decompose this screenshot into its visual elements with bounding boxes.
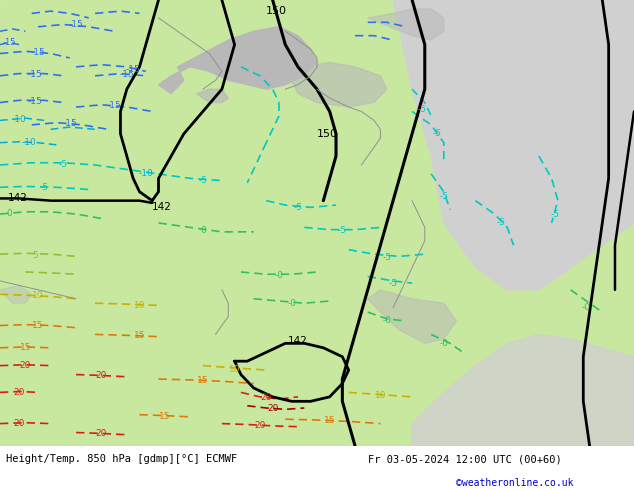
Text: 15: 15 bbox=[32, 321, 44, 330]
Text: -15: -15 bbox=[62, 120, 77, 128]
Text: -0: -0 bbox=[287, 299, 296, 308]
Text: -0: -0 bbox=[439, 339, 448, 348]
Text: 20: 20 bbox=[13, 388, 25, 397]
Text: Height/Temp. 850 hPa [gdmp][°C] ECMWF: Height/Temp. 850 hPa [gdmp][°C] ECMWF bbox=[6, 454, 238, 464]
Text: -5: -5 bbox=[389, 279, 398, 288]
Text: 15: 15 bbox=[159, 412, 171, 421]
Text: -15: -15 bbox=[30, 48, 46, 57]
Text: 20: 20 bbox=[13, 419, 25, 428]
Text: -10: -10 bbox=[21, 138, 36, 147]
Text: -5: -5 bbox=[433, 129, 442, 138]
Text: -15: -15 bbox=[119, 70, 134, 79]
Text: 20: 20 bbox=[261, 393, 272, 402]
Text: -5: -5 bbox=[294, 203, 302, 212]
Polygon shape bbox=[158, 27, 317, 94]
Text: 20: 20 bbox=[96, 371, 107, 380]
Text: -5: -5 bbox=[439, 192, 448, 201]
Text: 5: 5 bbox=[32, 250, 38, 260]
Text: 20: 20 bbox=[267, 404, 278, 414]
Text: -0: -0 bbox=[582, 303, 591, 312]
Text: 20: 20 bbox=[20, 361, 31, 370]
Text: 0: 0 bbox=[200, 226, 206, 236]
Text: -15: -15 bbox=[3, 38, 16, 47]
Text: -5: -5 bbox=[496, 219, 505, 227]
Text: -15: -15 bbox=[107, 101, 122, 110]
Text: 15: 15 bbox=[20, 343, 31, 352]
Text: 142: 142 bbox=[288, 336, 308, 346]
Text: -15: -15 bbox=[68, 20, 84, 29]
Text: -15: -15 bbox=[27, 97, 42, 106]
Text: -5: -5 bbox=[198, 176, 207, 185]
Text: -5: -5 bbox=[417, 105, 426, 114]
Text: 150: 150 bbox=[266, 6, 287, 16]
Text: -5: -5 bbox=[550, 210, 559, 219]
Text: 20: 20 bbox=[254, 421, 266, 430]
Text: -15: -15 bbox=[27, 70, 42, 79]
Polygon shape bbox=[412, 334, 634, 446]
Text: 10: 10 bbox=[134, 301, 145, 310]
Polygon shape bbox=[368, 9, 444, 40]
Text: -5: -5 bbox=[40, 183, 49, 192]
Text: 20: 20 bbox=[96, 429, 107, 439]
Polygon shape bbox=[393, 0, 634, 290]
Text: 0: 0 bbox=[6, 209, 13, 218]
Text: 15: 15 bbox=[134, 331, 145, 340]
Polygon shape bbox=[368, 290, 456, 343]
Text: 142: 142 bbox=[8, 194, 27, 203]
Text: 15: 15 bbox=[197, 376, 209, 385]
Text: 10: 10 bbox=[32, 291, 44, 300]
Text: -5: -5 bbox=[338, 226, 347, 235]
Text: 15: 15 bbox=[324, 416, 335, 425]
Polygon shape bbox=[197, 89, 228, 102]
Text: 10: 10 bbox=[375, 392, 386, 400]
Text: -0: -0 bbox=[382, 316, 391, 325]
Polygon shape bbox=[292, 62, 387, 107]
Text: 142: 142 bbox=[152, 202, 172, 212]
Text: 150: 150 bbox=[317, 129, 338, 139]
Text: Fr 03-05-2024 12:00 UTC (00+60): Fr 03-05-2024 12:00 UTC (00+60) bbox=[368, 454, 562, 464]
Text: -15: -15 bbox=[126, 65, 141, 74]
Text: -10: -10 bbox=[138, 170, 153, 178]
Text: -10: -10 bbox=[11, 115, 27, 124]
Text: -5: -5 bbox=[382, 253, 391, 262]
Text: -5: -5 bbox=[59, 160, 68, 169]
Text: -0: -0 bbox=[275, 270, 283, 280]
Text: ©weatheronline.co.uk: ©weatheronline.co.uk bbox=[456, 478, 574, 489]
Polygon shape bbox=[0, 285, 32, 303]
Text: 10: 10 bbox=[229, 365, 240, 374]
